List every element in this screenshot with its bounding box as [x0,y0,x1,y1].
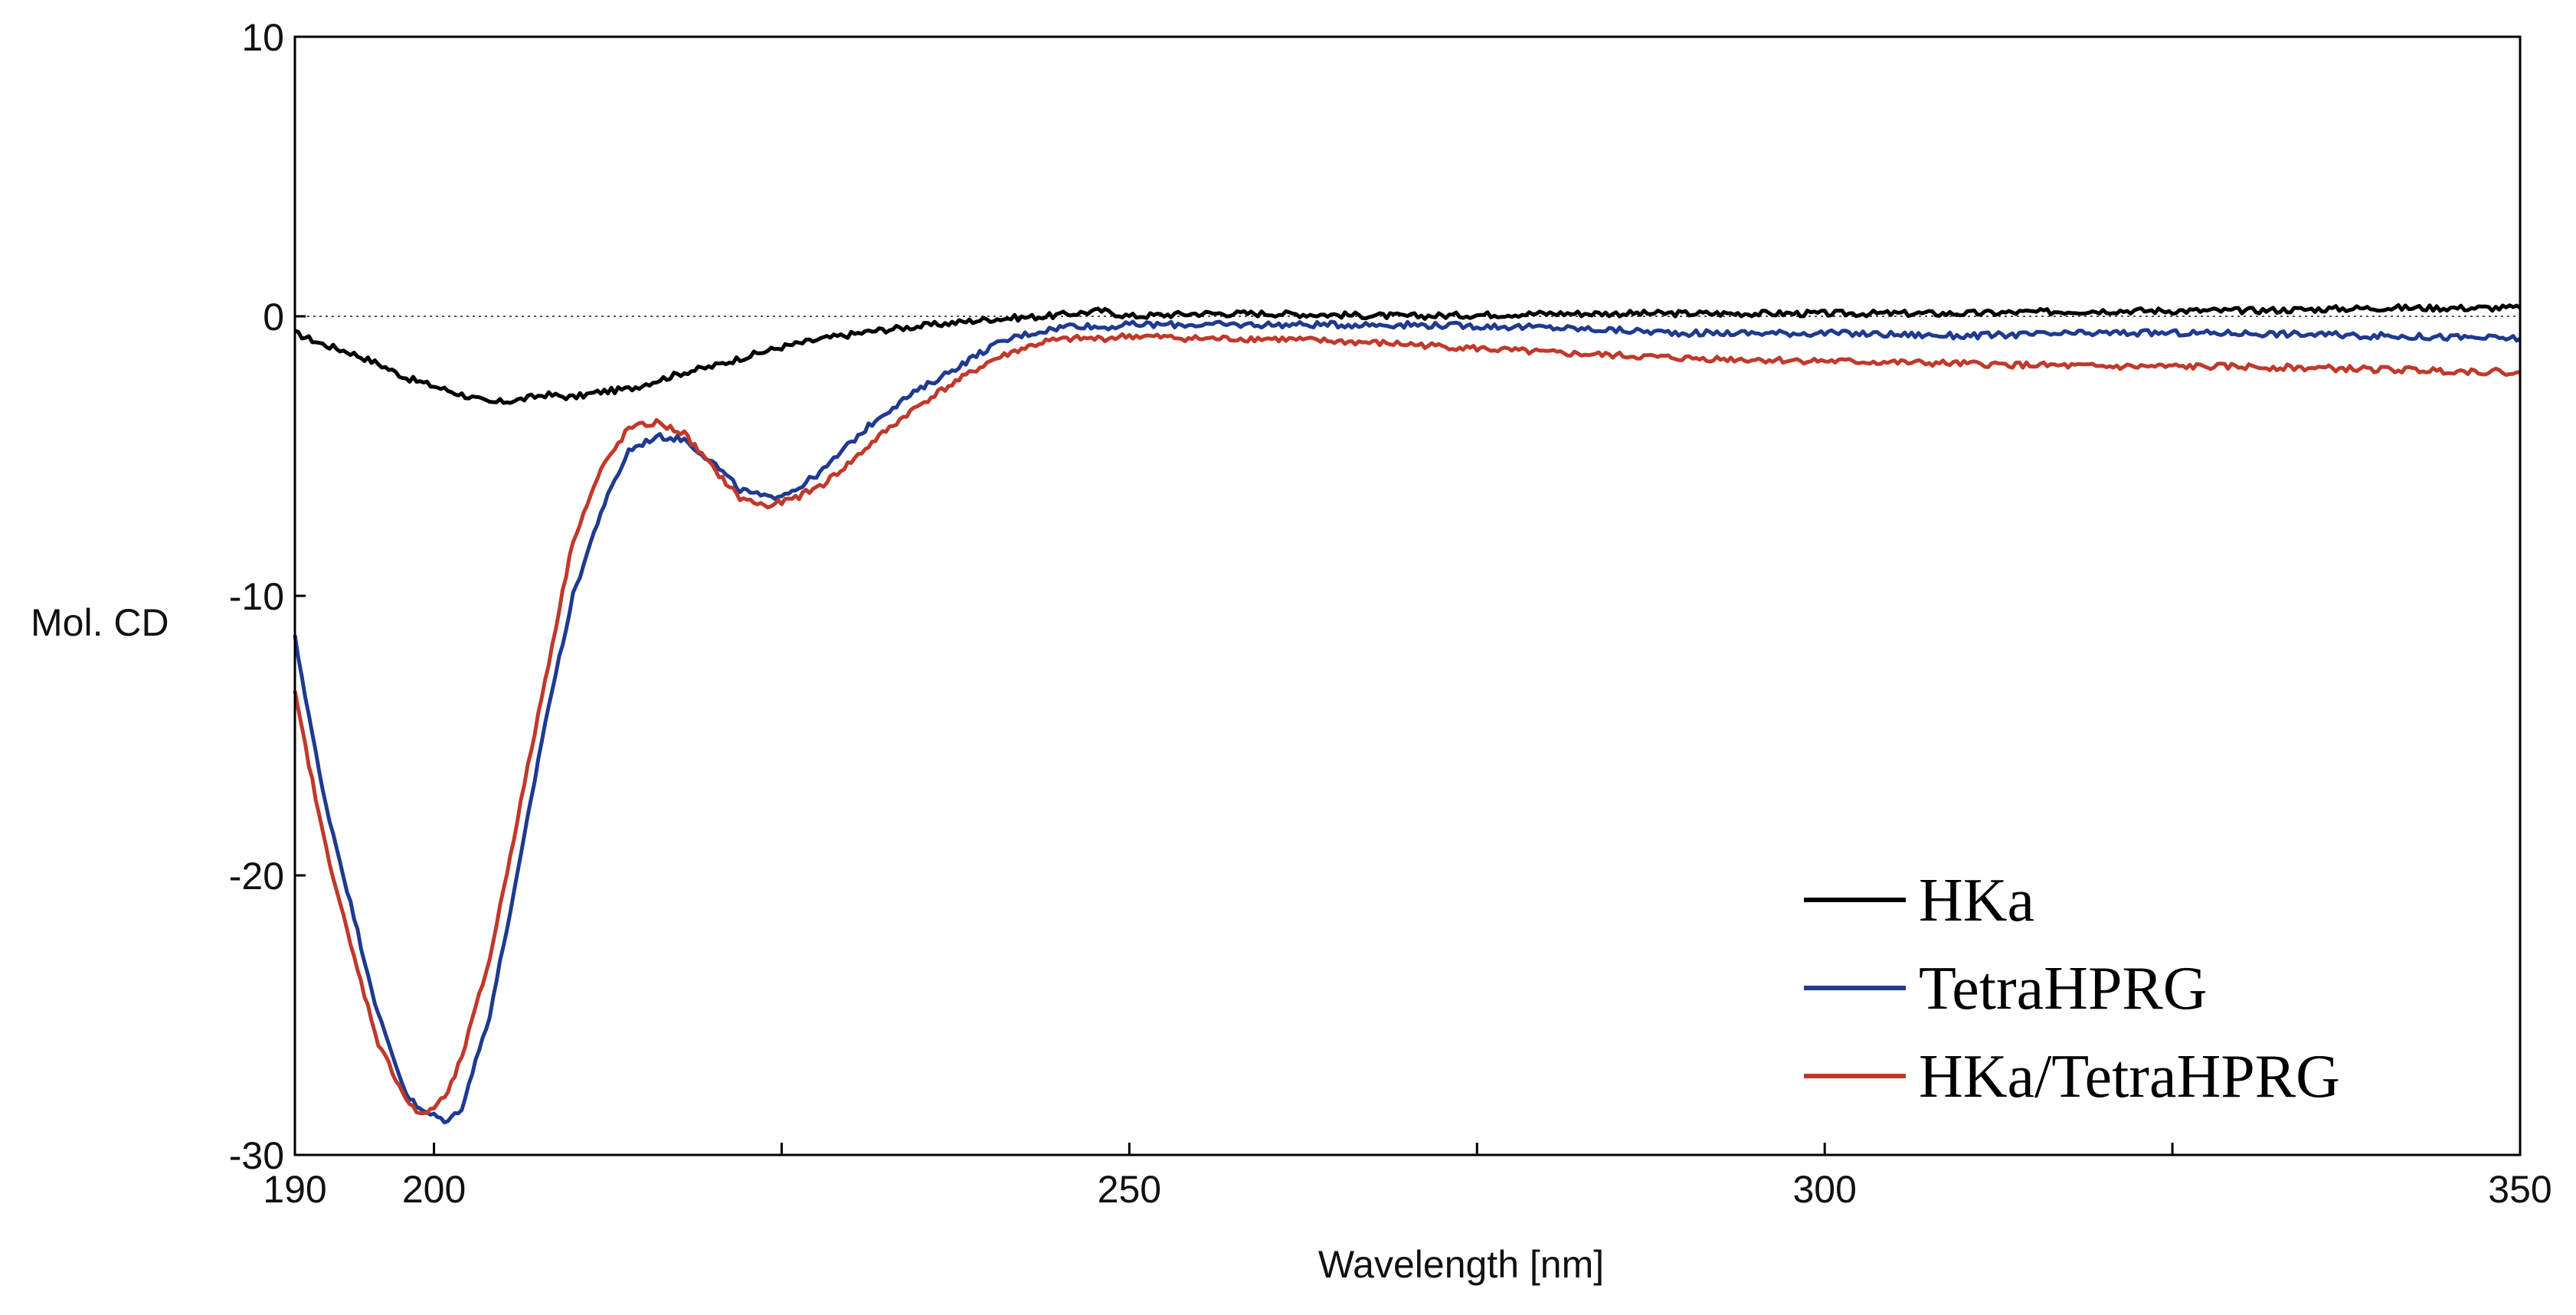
axis-ticks [293,35,2522,1156]
series-lines [293,303,2522,1125]
x-tick-labels: 190 200 250 300 350 [263,1168,2551,1211]
x-tick-label: 200 [402,1168,466,1211]
legend: HKa TetraHPRG HKa/TetraHPRG [1804,867,2340,1111]
x-tick-label: 190 [263,1168,326,1211]
y-tick-label: -10 [229,575,284,618]
x-tick-label: 250 [1098,1168,1161,1211]
legend-label: HKa [1919,867,2034,934]
y-tick-label: 10 [241,16,284,59]
x-tick-label: 350 [2488,1168,2551,1211]
legend-label: TetraHPRG [1919,955,2208,1022]
legend-label: HKa/TetraHPRG [1919,1043,2340,1111]
y-axis-label: Mol. CD [31,601,169,644]
series-line [293,332,2521,1115]
y-tick-label: -30 [229,1134,284,1177]
series-line [294,303,2522,405]
x-axis-label: Wavelength [nm] [1318,1243,1604,1286]
x-tick-label: 300 [1792,1168,1856,1211]
series-line [293,319,2522,1125]
y-tick-labels: 10 0 -10 -20 -30 [229,16,284,1177]
y-tick-label: -20 [229,855,284,898]
y-tick-label: 0 [263,296,284,339]
